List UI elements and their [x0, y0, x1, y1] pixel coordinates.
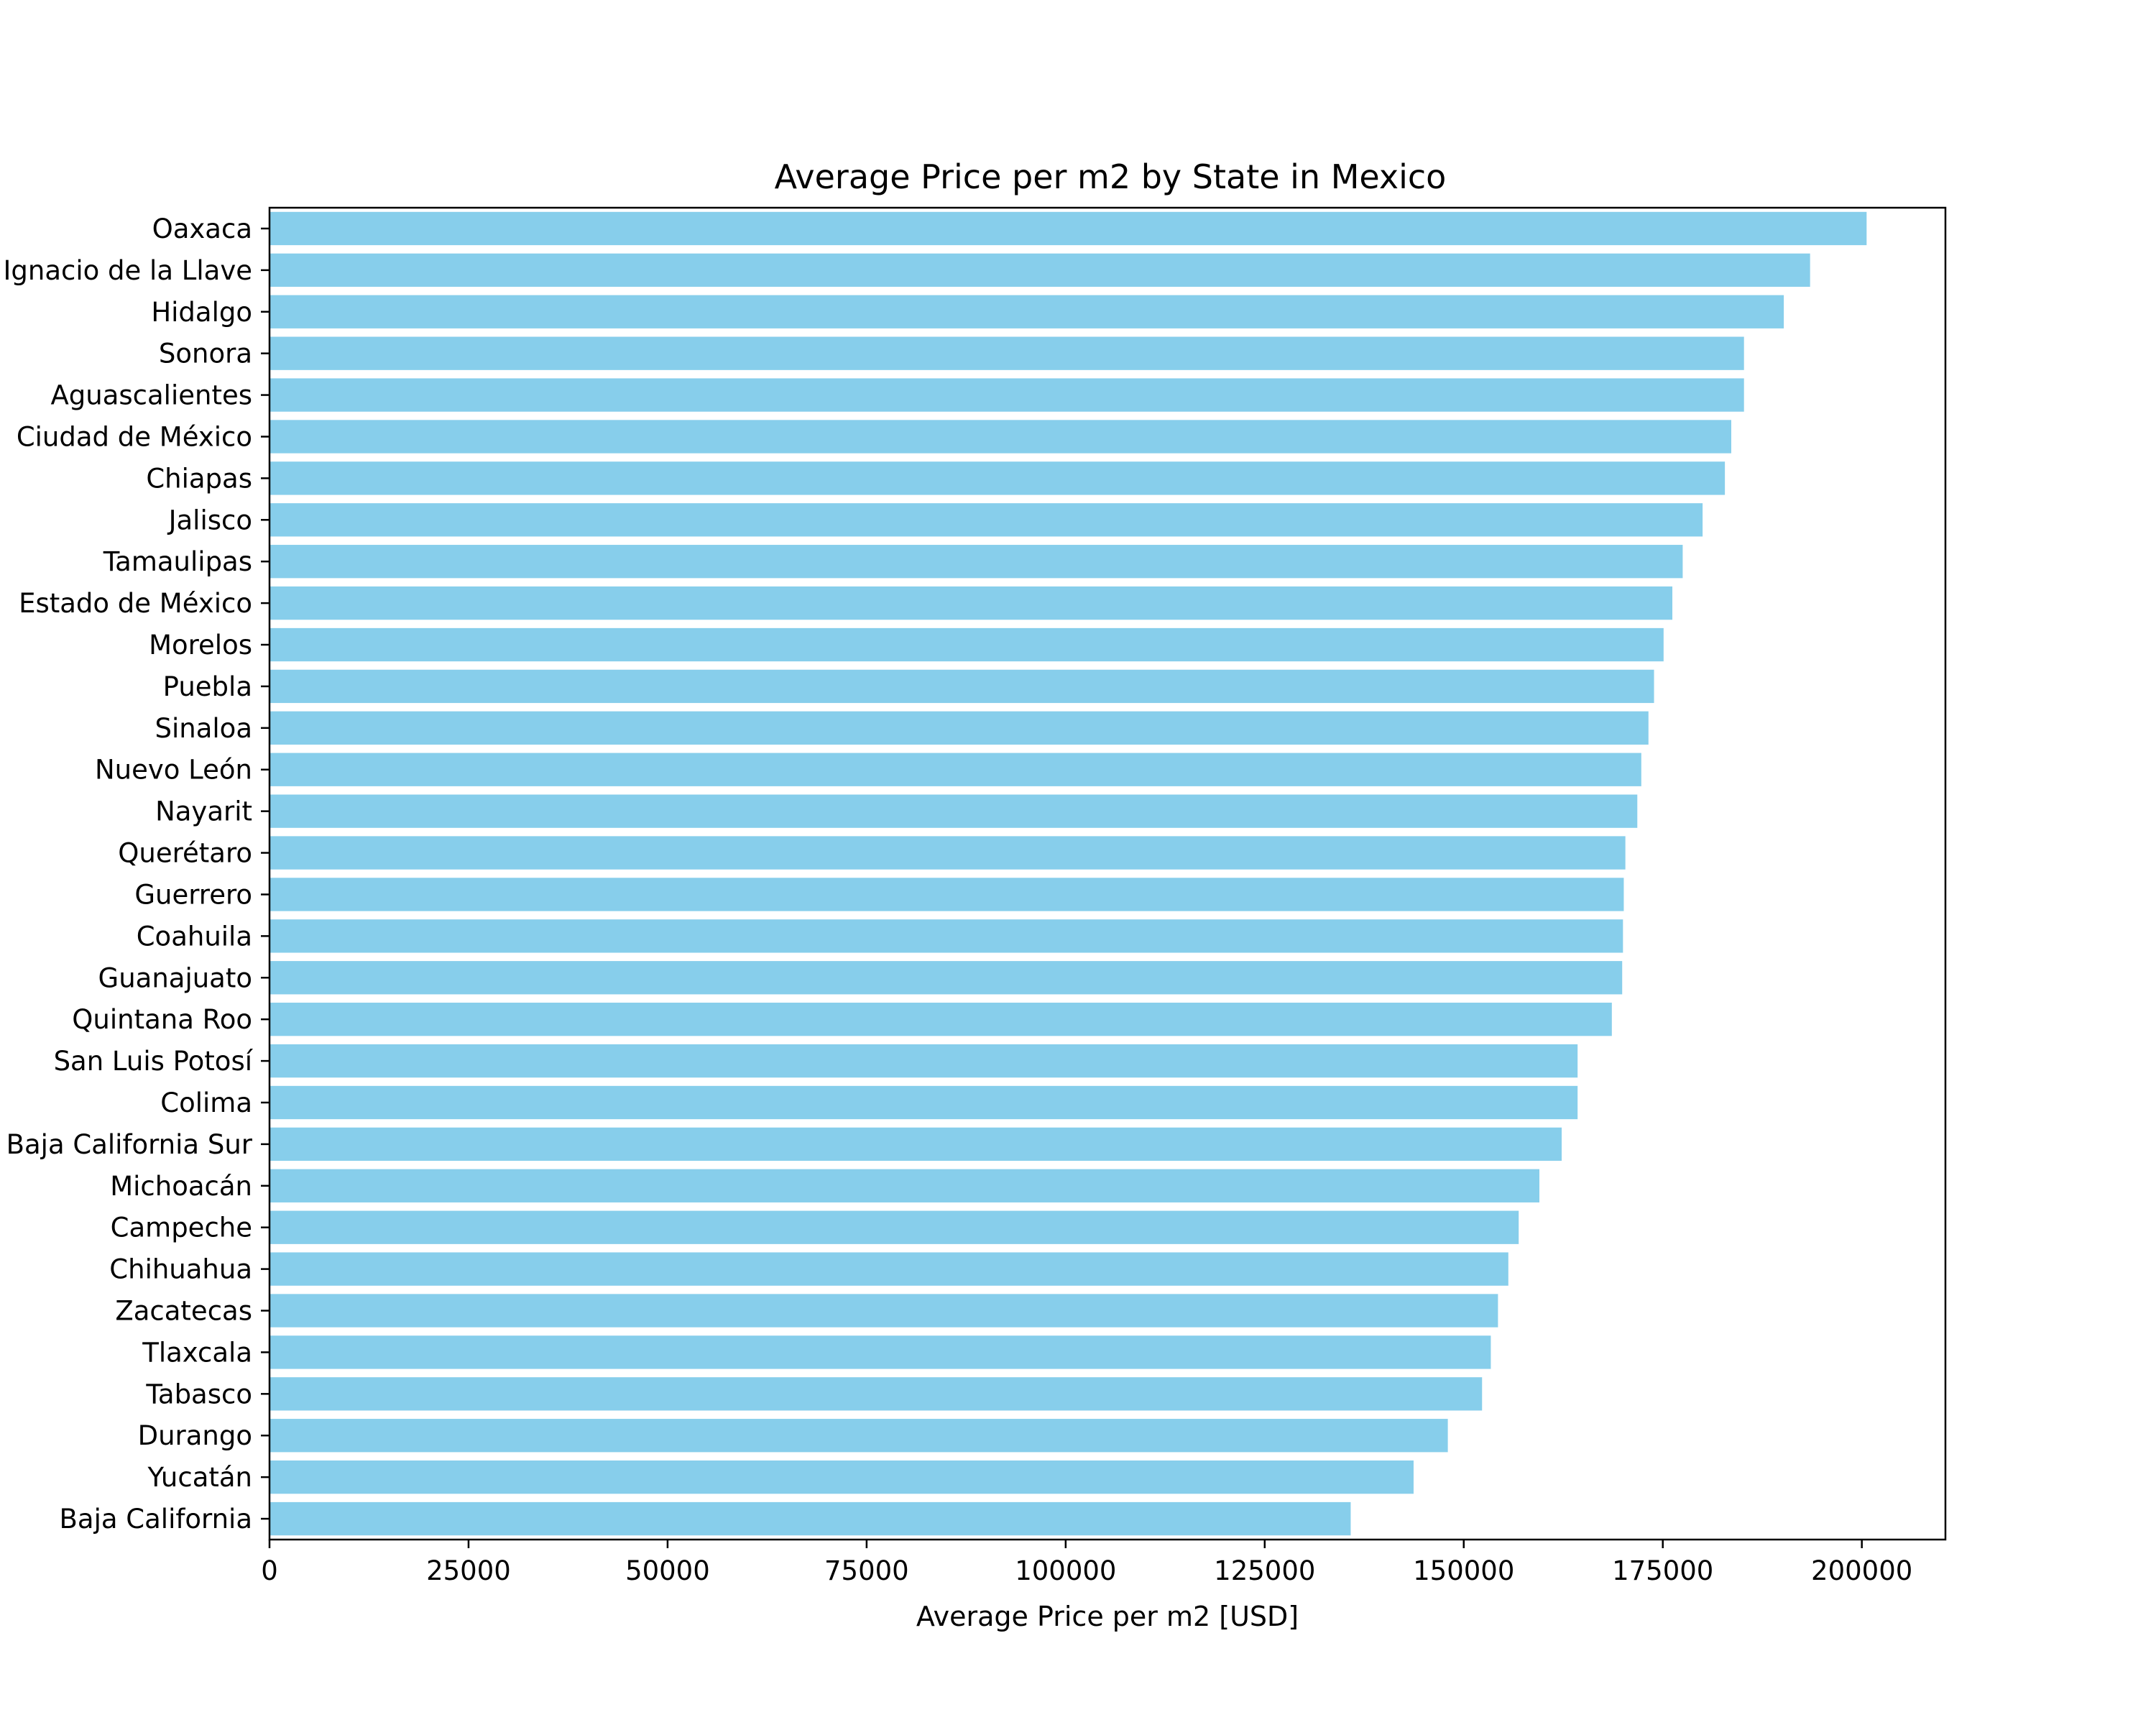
bar-12 [270, 711, 1649, 745]
y-tick-label: Chihuahua [109, 1254, 252, 1285]
bar-3 [270, 336, 1744, 370]
bar-0 [270, 211, 1867, 246]
y-tick-label: Sinaloa [155, 713, 252, 744]
bar-14 [270, 794, 1638, 828]
bar-19 [270, 1003, 1612, 1036]
bar-18 [270, 961, 1623, 995]
bar-9 [270, 586, 1673, 620]
bar-21 [270, 1085, 1578, 1120]
bar-22 [270, 1127, 1562, 1162]
bar-26 [270, 1294, 1498, 1328]
chart-title: Average Price per m2 by State in Mexico [775, 157, 1447, 196]
x-tick-label: 100000 [1015, 1555, 1116, 1586]
x-tick-label: 0 [261, 1555, 278, 1586]
bars-group [270, 211, 1867, 1536]
y-tick-label: Tamaulipas [103, 546, 252, 577]
bar-17 [270, 919, 1623, 953]
bar-13 [270, 753, 1641, 786]
bar-7 [270, 503, 1703, 537]
bar-2 [270, 295, 1784, 328]
y-tick-label: Guanajuato [98, 962, 252, 993]
y-tick-label: Chiapas [146, 463, 252, 494]
bar-29 [270, 1419, 1448, 1453]
y-tick-label: Yucatán [147, 1462, 252, 1493]
y-tick-label: Zacatecas [115, 1296, 252, 1327]
bar-24 [270, 1210, 1519, 1244]
bar-15 [270, 836, 1626, 870]
y-tick-label: Tabasco [145, 1379, 252, 1409]
y-tick-label: Ciudad de México [17, 421, 252, 452]
y-tick-label: Guerrero [134, 879, 252, 910]
y-tick-label: Campeche [111, 1213, 252, 1243]
y-tick-label: Michoacán [110, 1171, 252, 1202]
plot-frame [268, 206, 1947, 1541]
y-tick-label: Durango [138, 1420, 252, 1451]
bar-31 [270, 1501, 1351, 1536]
y-tick-label: Nuevo León [95, 755, 252, 786]
y-tick-label: Estado de México [19, 588, 252, 619]
y-tick-label: Nayarit [155, 796, 252, 827]
y-tick-label: Sonora [159, 339, 252, 369]
y-tick-label: Puebla [163, 671, 252, 702]
y-tick-label: Morelos [149, 630, 252, 661]
bar-10 [270, 627, 1664, 662]
bar-27 [270, 1335, 1491, 1369]
y-tick-label: Veracruz de Ignacio de la Llave [0, 255, 252, 286]
bar-5 [270, 420, 1731, 454]
x-tick-label: 50000 [625, 1555, 710, 1586]
x-tick-label: 150000 [1413, 1555, 1514, 1586]
y-tick-label: Baja California [60, 1504, 252, 1535]
y-axis: Oaxaca Veracruz de Ignacio de la Llave Hid… [0, 213, 270, 1535]
y-tick-label: Baja California Sur [6, 1129, 253, 1160]
bar-1 [270, 253, 1810, 288]
bar-20 [270, 1044, 1578, 1078]
y-tick-label: Querétaro [118, 838, 252, 869]
bar-11 [270, 669, 1654, 704]
y-tick-label: Aguascalientes [50, 380, 252, 411]
bar-23 [270, 1169, 1540, 1202]
y-tick-label: Oaxaca [152, 213, 252, 244]
x-axis-label: Average Price per m2 [USD] [916, 1601, 1299, 1632]
y-tick-label: Quintana Roo [72, 1004, 252, 1035]
bar-28 [270, 1377, 1483, 1411]
y-tick-label: Tlaxcala [142, 1337, 252, 1368]
x-tick-label: 175000 [1612, 1555, 1713, 1586]
bar-6 [270, 461, 1726, 495]
bar-30 [270, 1460, 1414, 1494]
bar-8 [270, 545, 1683, 579]
y-tick-label: Coahuila [137, 921, 252, 952]
x-tick-label: 200000 [1811, 1555, 1912, 1586]
x-axis: 0 25000 50000 75000 100000 125000 150000 175000… [261, 1540, 1912, 1586]
y-tick-label: San Luis Potosí [54, 1046, 254, 1077]
y-tick-label: Colima [160, 1087, 252, 1118]
x-tick-label: 125000 [1214, 1555, 1315, 1586]
x-tick-label: 75000 [824, 1555, 909, 1586]
y-tick-label: Hidalgo [151, 297, 252, 328]
bar-16 [270, 878, 1624, 911]
bar-4 [270, 378, 1744, 412]
x-tick-label: 25000 [426, 1555, 511, 1586]
bar-25 [270, 1252, 1508, 1286]
y-tick-label: Jalisco [167, 505, 252, 535]
